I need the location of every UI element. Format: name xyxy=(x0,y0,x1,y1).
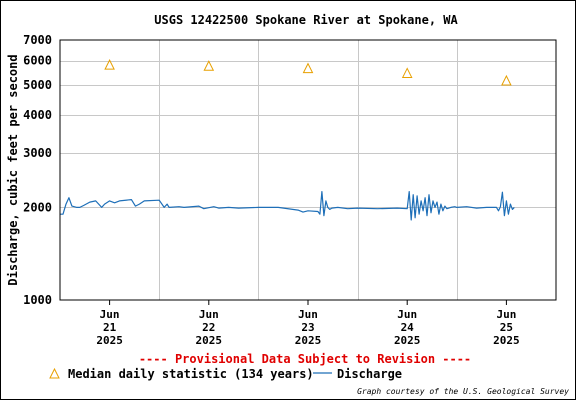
x-tick-label: 2025 xyxy=(493,334,520,347)
x-tick-label: 2025 xyxy=(96,334,123,347)
median-marker xyxy=(302,62,314,74)
legend-median-label: Median daily statistic (134 years) xyxy=(68,367,314,381)
y-tick-label: 3000 xyxy=(23,146,52,160)
discharge-series xyxy=(60,191,515,221)
discharge-line xyxy=(60,191,515,221)
legend-discharge-label: Discharge xyxy=(337,367,402,381)
median-marker xyxy=(501,74,512,86)
legend: Median daily statistic (134 years) Disch… xyxy=(49,367,402,381)
legend-triangle-icon xyxy=(49,367,60,379)
grid-lines xyxy=(60,40,556,300)
y-tick-label: 7000 xyxy=(23,33,52,47)
x-tick-label: Jun xyxy=(496,308,516,321)
x-tick-label: 2025 xyxy=(295,334,322,347)
y-tick-label: 2000 xyxy=(23,200,52,214)
graph-credit: Graph courtesy of the U.S. Geological Su… xyxy=(357,387,569,396)
y-tick-label: 6000 xyxy=(23,54,52,68)
y-tick-label: 4000 xyxy=(23,108,52,122)
median-marker xyxy=(104,59,115,70)
x-tick-label: 22 xyxy=(202,321,215,334)
x-tick-label: 2025 xyxy=(394,334,421,347)
x-tick-label: Jun xyxy=(298,308,318,321)
x-tick-label: 23 xyxy=(301,321,314,334)
x-tick-label: Jun xyxy=(199,308,219,321)
x-tick-label: 24 xyxy=(401,321,415,334)
median-series xyxy=(104,59,512,86)
x-tick-label: 2025 xyxy=(196,334,223,347)
provisional-notice: ---- Provisional Data Subject to Revisio… xyxy=(139,352,471,366)
y-tick-label: 5000 xyxy=(23,78,52,92)
y-axis-label: Discharge, cubic feet per second xyxy=(6,54,20,285)
x-tick-label: Jun xyxy=(397,308,417,321)
x-axis-ticks: Jun212025Jun222025Jun232025Jun242025Jun2… xyxy=(96,300,520,347)
x-tick-label: 21 xyxy=(103,321,117,334)
chart-title: USGS 12422500 Spokane River at Spokane, … xyxy=(154,13,458,27)
x-tick-label: Jun xyxy=(100,308,120,321)
y-axis-ticks: 1000 2000 3000 4000 5000 6000 7000 xyxy=(23,33,52,307)
median-marker xyxy=(203,60,215,71)
x-tick-label: 25 xyxy=(500,321,513,334)
y-tick-label: 1000 xyxy=(23,293,52,307)
plot-area xyxy=(60,40,556,300)
median-marker xyxy=(401,67,413,78)
